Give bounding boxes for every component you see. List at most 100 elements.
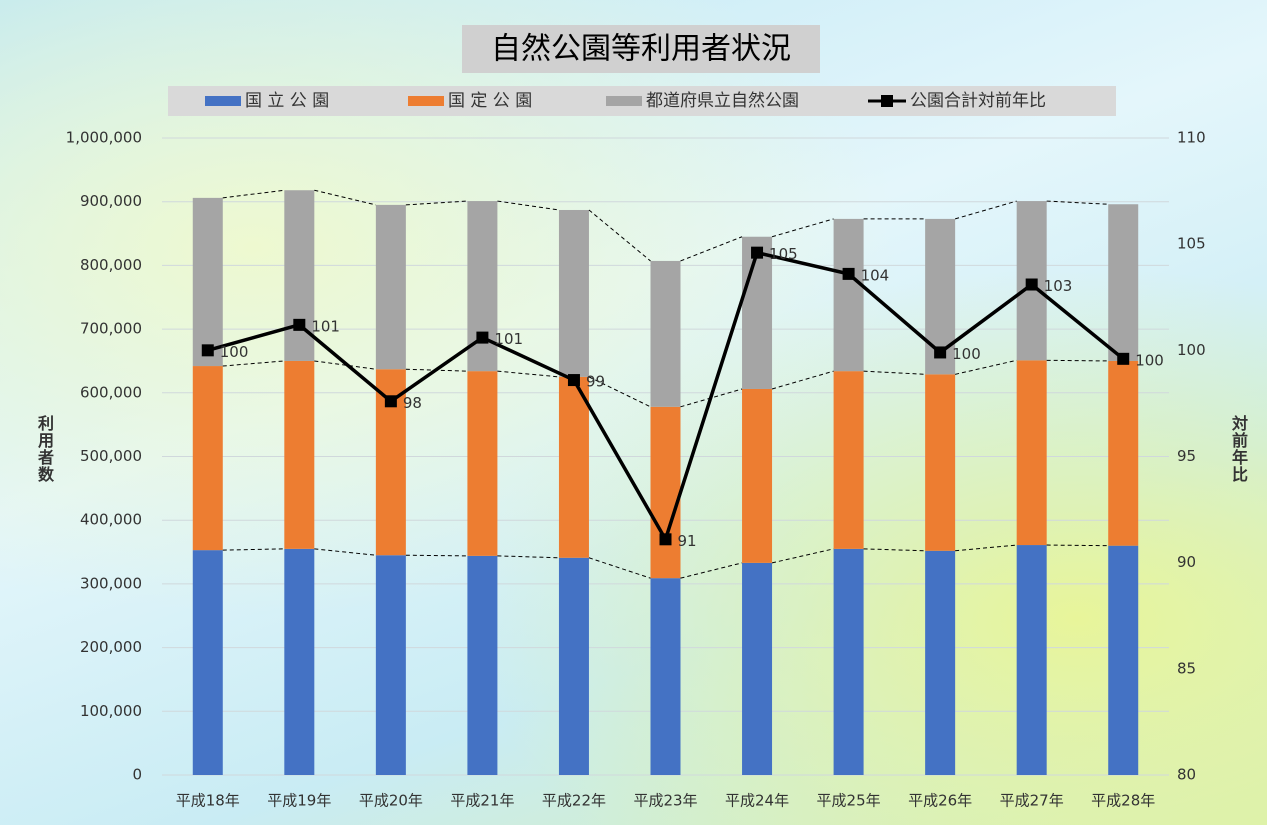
legend-swatch xyxy=(408,96,444,106)
data-label: 100 xyxy=(220,343,249,361)
series-connector xyxy=(589,558,651,578)
bar-segment xyxy=(651,261,681,407)
y2-tick-label: 105 xyxy=(1177,235,1206,253)
series-connector xyxy=(955,545,1017,551)
bar-segment xyxy=(742,563,772,775)
y-tick-label: 700,000 xyxy=(80,320,142,338)
chart-page: 自然公園等利用者状況 0100,000200,000300,000400,000… xyxy=(0,0,1267,825)
bar-segment xyxy=(834,549,864,775)
y-tick-label: 200,000 xyxy=(80,638,142,656)
y-tick-label: 100,000 xyxy=(80,702,142,720)
series-connector xyxy=(223,549,285,550)
y2-tick-label: 85 xyxy=(1177,659,1196,677)
bar-segment xyxy=(559,558,589,775)
bar-segment xyxy=(376,205,406,369)
x-tick-label: 平成26年 xyxy=(908,792,972,810)
legend-marker xyxy=(881,95,893,107)
ratio-marker xyxy=(476,332,488,344)
y-tick-label: 300,000 xyxy=(80,574,142,592)
legend-swatch xyxy=(606,96,642,106)
bar-segment xyxy=(834,219,864,371)
legend-label: 公園合計対前年比 xyxy=(910,91,1046,111)
series-connector xyxy=(223,361,285,366)
x-tick-label: 平成19年 xyxy=(267,792,331,810)
ratio-marker xyxy=(385,395,397,407)
series-connector xyxy=(1047,545,1109,546)
ratio-marker xyxy=(660,533,672,545)
y-tick-label: 500,000 xyxy=(80,447,142,465)
ratio-marker xyxy=(751,247,763,259)
series-connector xyxy=(772,371,834,389)
ratio-marker xyxy=(293,319,305,331)
series-connector xyxy=(864,549,926,551)
data-label: 101 xyxy=(311,317,340,335)
y-tick-label: 400,000 xyxy=(80,511,142,529)
legend-label: 都道府県立自然公園 xyxy=(646,91,799,111)
data-label: 99 xyxy=(586,373,605,391)
x-tick-label: 平成22年 xyxy=(542,792,606,810)
series-connector xyxy=(772,219,834,237)
x-tick-label: 平成20年 xyxy=(359,792,423,810)
series-connector xyxy=(497,556,559,558)
bar-segment xyxy=(559,377,589,558)
x-tick-label: 平成25年 xyxy=(817,792,881,810)
bar-segment xyxy=(559,210,589,377)
ratio-marker xyxy=(568,374,580,386)
series-connector xyxy=(864,371,926,374)
y-axis-label: 利用者数 xyxy=(32,415,56,483)
bar-segment xyxy=(1108,361,1138,546)
bar-segment xyxy=(925,551,955,775)
x-tick-label: 平成23年 xyxy=(633,792,697,810)
bar-segment xyxy=(1017,360,1047,545)
y-tick-label: 1,000,000 xyxy=(66,129,142,147)
bar-segment xyxy=(651,407,681,578)
bar-segment xyxy=(467,556,497,775)
series-connector xyxy=(772,549,834,563)
bar-segment xyxy=(1017,545,1047,775)
ratio-marker xyxy=(934,346,946,358)
bar-segment xyxy=(925,374,955,550)
y-tick-label: 0 xyxy=(132,766,142,784)
x-tick-label: 平成21年 xyxy=(450,792,514,810)
chart: 自然公園等利用者状況 0100,000200,000300,000400,000… xyxy=(0,0,1267,825)
bar-segment xyxy=(193,550,223,775)
ratio-marker xyxy=(1117,353,1129,365)
data-label: 100 xyxy=(1135,351,1164,369)
data-label: 104 xyxy=(861,266,890,284)
bar-segment xyxy=(834,371,864,549)
series-connector xyxy=(497,201,559,210)
data-label: 103 xyxy=(1044,277,1073,295)
y2-axis-label: 対前年比 xyxy=(1226,415,1250,483)
y2-tick-label: 90 xyxy=(1177,553,1196,571)
legend-label: 国 立 公 園 xyxy=(245,91,329,111)
series-connector xyxy=(589,210,651,261)
series-connector xyxy=(314,190,376,205)
y2-tick-label: 80 xyxy=(1177,766,1196,784)
bar-segment xyxy=(1108,546,1138,775)
legend-label: 国 定 公 園 xyxy=(448,91,532,111)
data-label: 98 xyxy=(403,394,422,412)
y-tick-label: 900,000 xyxy=(80,192,142,210)
series-connector xyxy=(955,201,1017,219)
series-connector xyxy=(314,549,376,555)
x-tick-label: 平成24年 xyxy=(725,792,789,810)
bar-segment xyxy=(284,361,314,549)
y-tick-label: 600,000 xyxy=(80,383,142,401)
series-connector xyxy=(223,190,285,198)
bar-segment xyxy=(284,549,314,775)
series-connector xyxy=(1047,360,1109,361)
series-connector xyxy=(681,563,743,578)
bar-segment xyxy=(467,371,497,556)
data-label: 101 xyxy=(494,330,523,348)
series-connector xyxy=(681,237,743,261)
data-label: 105 xyxy=(769,245,798,263)
legend-swatch xyxy=(205,96,241,106)
ratio-marker xyxy=(202,344,214,356)
bar-segment xyxy=(193,366,223,550)
bar-segment xyxy=(193,198,223,366)
bar-segment xyxy=(376,555,406,775)
x-tick-label: 平成18年 xyxy=(176,792,240,810)
data-label: 100 xyxy=(952,345,981,363)
x-tick-label: 平成27年 xyxy=(1000,792,1064,810)
x-tick-label: 平成28年 xyxy=(1091,792,1155,810)
